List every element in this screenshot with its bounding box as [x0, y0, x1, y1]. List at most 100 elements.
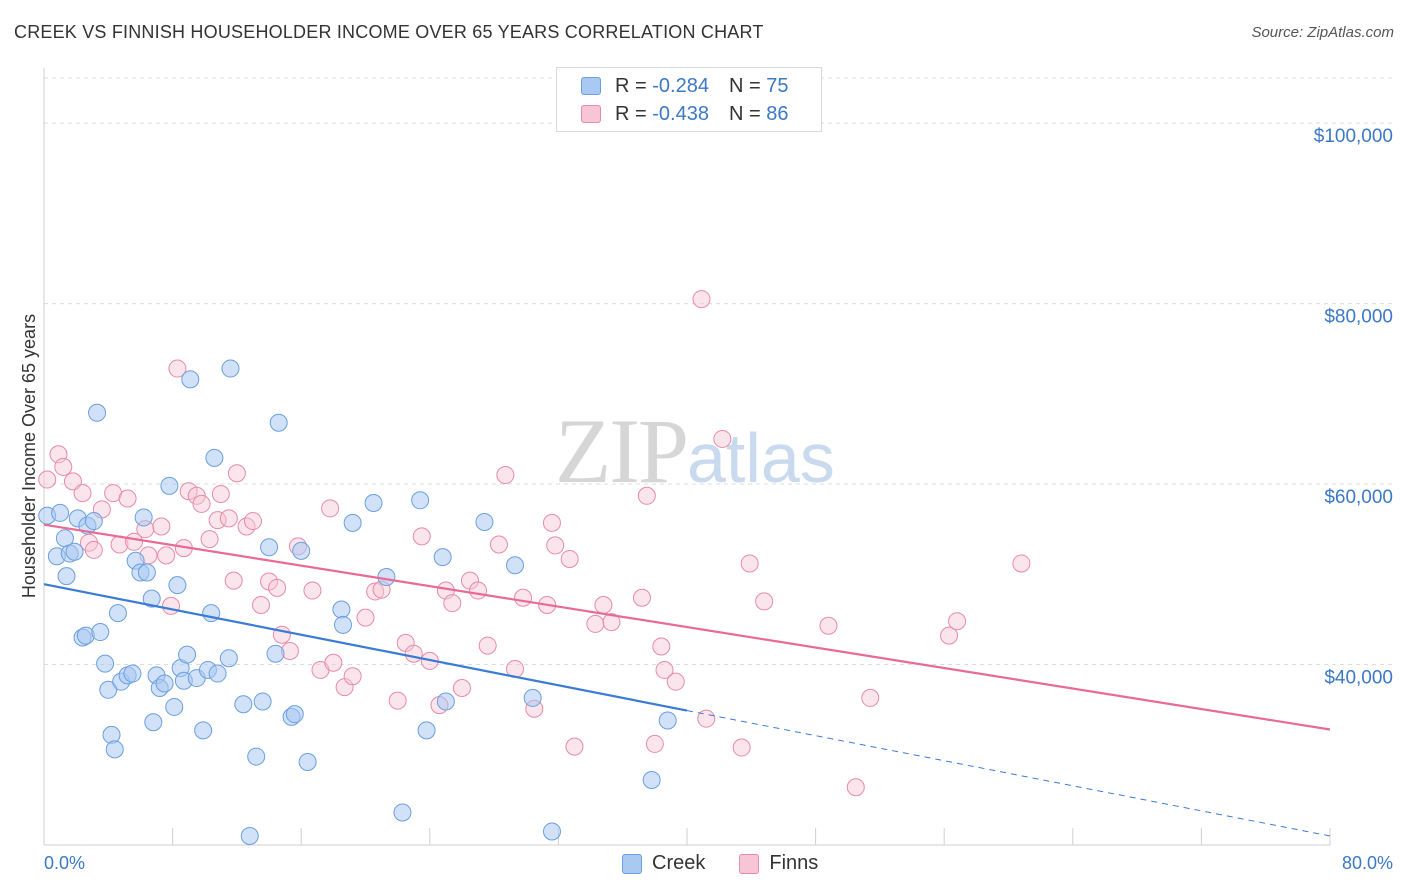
- creek-point: [642, 771, 661, 790]
- finns-point: [740, 554, 759, 573]
- finns-point: [227, 464, 246, 483]
- finns-point: [252, 595, 271, 614]
- finns-point: [219, 509, 238, 528]
- creek-point: [393, 803, 412, 822]
- finns-point: [388, 691, 407, 710]
- finns-point: [192, 494, 211, 513]
- creek-point: [134, 508, 153, 527]
- y-tick-label: $40,000: [1324, 668, 1393, 689]
- watermark-zip: ZIP: [555, 400, 689, 502]
- finns-point: [243, 512, 262, 531]
- x-tick-label: 0.0%: [44, 853, 85, 873]
- creek-point: [269, 413, 288, 432]
- n-label: N =: [728, 102, 761, 125]
- finns-point: [948, 612, 967, 631]
- finns-point: [54, 457, 73, 476]
- finns-point: [303, 581, 322, 600]
- creek-point: [332, 600, 351, 619]
- n-value: 86: [766, 102, 789, 125]
- creek-point: [343, 513, 362, 532]
- finns-point: [452, 678, 471, 697]
- chart-source: Source: ZipAtlas.com: [1251, 24, 1394, 41]
- creek-point: [108, 604, 127, 623]
- finns-swatch: [581, 105, 601, 123]
- finns-point: [356, 608, 375, 627]
- creek-point: [155, 674, 174, 693]
- creek-legend-swatch: [622, 853, 642, 874]
- creek-point: [208, 664, 227, 683]
- finns-point: [412, 527, 431, 546]
- finns-point: [692, 290, 711, 309]
- creek-point: [91, 623, 110, 642]
- creek-point: [658, 711, 677, 730]
- creek-point: [142, 589, 161, 608]
- finns-point: [118, 489, 137, 508]
- creek-point: [65, 542, 84, 561]
- creek-point: [51, 503, 70, 522]
- creek-point: [123, 664, 142, 683]
- creek-point: [433, 548, 452, 567]
- finns-point: [73, 484, 92, 503]
- creek-point: [234, 695, 253, 714]
- creek-point: [57, 567, 76, 586]
- finns-point: [211, 484, 230, 503]
- finns-point: [1012, 554, 1031, 573]
- finns-point: [224, 571, 243, 590]
- creek-trend-line: [43, 583, 688, 712]
- legend-row-finns: R = -0.438 N = 86: [581, 101, 788, 127]
- axis-labels: $40,000 $60,000 $80,000 $100,000 0.0% 80.0% Ho…: [19, 126, 1393, 873]
- finns-point: [496, 466, 515, 485]
- finns-point: [645, 734, 664, 753]
- finns-point: [755, 592, 774, 611]
- finns-point: [404, 644, 423, 663]
- creek-point: [168, 576, 187, 595]
- finns-point: [542, 513, 561, 532]
- finns-point: [343, 667, 362, 686]
- creek-point: [178, 645, 197, 664]
- finns-points: [38, 290, 1031, 797]
- finns-point: [652, 637, 671, 656]
- creek-point: [194, 721, 213, 740]
- finns-point: [478, 636, 497, 655]
- finns-point: [84, 540, 103, 559]
- creek-legend-label: Creek: [652, 852, 706, 874]
- finns-point: [565, 737, 584, 756]
- creek-point: [181, 370, 200, 389]
- creek-point: [240, 826, 259, 845]
- creek-point: [105, 740, 124, 759]
- n-value: 75: [766, 74, 789, 97]
- finns-point: [632, 588, 651, 607]
- finns-point: [940, 626, 959, 645]
- finns-point: [38, 470, 57, 489]
- finns-point: [321, 499, 340, 518]
- n-label: N =: [728, 74, 761, 97]
- creek-point: [298, 752, 317, 771]
- creek-trend-extension: [686, 710, 1331, 837]
- creek-point: [144, 713, 163, 732]
- finns-legend-swatch: [739, 853, 760, 874]
- finns-legend-label: Finns: [769, 852, 819, 874]
- x-tick-label: 80.0%: [1342, 853, 1393, 873]
- r-value: -0.284: [652, 74, 709, 97]
- finns-point: [560, 549, 579, 568]
- creek-point: [542, 822, 561, 841]
- finns-point: [697, 709, 716, 728]
- creek-point: [285, 705, 304, 724]
- finns-point: [637, 486, 656, 505]
- creek-point: [523, 688, 542, 707]
- trend-lines: [43, 523, 1331, 837]
- chart-title: CREEK VS FINNISH HOUSEHOLDER INCOME OVER…: [14, 22, 764, 42]
- finns-point: [157, 546, 176, 565]
- y-tick-label: $60,000: [1324, 487, 1393, 508]
- y-tick-label: $100,000: [1314, 126, 1393, 147]
- creek-point: [364, 494, 383, 513]
- finns-point: [861, 688, 880, 707]
- r-label: R =: [615, 74, 647, 97]
- finns-point: [489, 535, 508, 554]
- finns-point: [546, 536, 565, 555]
- finns-trend-line: [43, 523, 1331, 731]
- finns-point: [366, 582, 385, 601]
- creek-point: [260, 538, 279, 557]
- creek-point: [292, 541, 311, 560]
